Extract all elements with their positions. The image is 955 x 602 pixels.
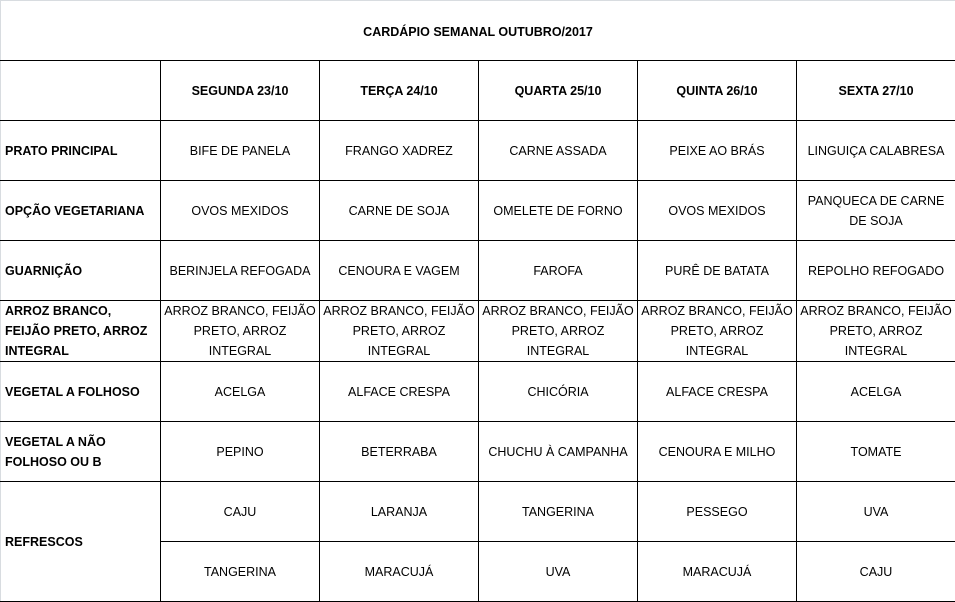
menu-cell: UVA	[479, 542, 638, 602]
menu-cell: ARROZ BRANCO, FEIJÃO PRETO, ARROZ INTEGR…	[479, 301, 638, 362]
menu-cell: LARANJA	[320, 482, 479, 542]
menu-cell: TOMATE	[797, 422, 955, 482]
menu-cell: CARNE ASSADA	[479, 121, 638, 181]
menu-cell: PANQUECA DE CARNE DE SOJA	[797, 181, 955, 241]
menu-row: ARROZ BRANCO, FEIJÃO PRETO, ARROZ INTEGR…	[1, 301, 955, 362]
menu-cell: UVA	[797, 482, 955, 542]
menu-cell: FRANGO XADREZ	[320, 121, 479, 181]
menu-cell: ARROZ BRANCO, FEIJÃO PRETO, ARROZ INTEGR…	[320, 301, 479, 362]
menu-cell: OMELETE DE FORNO	[479, 181, 638, 241]
menu-cell: ARROZ BRANCO, FEIJÃO PRETO, ARROZ INTEGR…	[797, 301, 955, 362]
menu-cell: ACELGA	[797, 362, 955, 422]
menu-cell: PURÊ DE BATATA	[638, 241, 797, 301]
menu-cell: PESSEGO	[638, 482, 797, 542]
menu-cell: BERINJELA REFOGADA	[161, 241, 320, 301]
menu-cell: CAJU	[797, 542, 955, 602]
menu-cell: CENOURA E MILHO	[638, 422, 797, 482]
menu-cell: MARACUJÁ	[638, 542, 797, 602]
row-label: OPÇÃO VEGETARIANA	[1, 181, 161, 241]
menu-cell: ALFACE CRESPA	[320, 362, 479, 422]
day-header: QUARTA 25/10	[479, 61, 638, 121]
row-label: REFRESCOS	[1, 482, 161, 602]
menu-cell: REPOLHO REFOGADO	[797, 241, 955, 301]
menu-cell: BIFE DE PANELA	[161, 121, 320, 181]
menu-cell: CHUCHU À CAMPANHA	[479, 422, 638, 482]
menu-cell: CHICÓRIA	[479, 362, 638, 422]
menu-cell: ALFACE CRESPA	[638, 362, 797, 422]
header-row: SEGUNDA 23/10 TERÇA 24/10 QUARTA 25/10 Q…	[1, 61, 955, 121]
menu-cell: ARROZ BRANCO, FEIJÃO PRETO, ARROZ INTEGR…	[161, 301, 320, 362]
day-header: QUINTA 26/10	[638, 61, 797, 121]
row-label: GUARNIÇÃO	[1, 241, 161, 301]
row-label: ARROZ BRANCO, FEIJÃO PRETO, ARROZ INTEGR…	[1, 301, 161, 362]
header-corner	[1, 61, 161, 121]
menu-cell: CENOURA E VAGEM	[320, 241, 479, 301]
menu-cell: ARROZ BRANCO, FEIJÃO PRETO, ARROZ INTEGR…	[638, 301, 797, 362]
day-header: TERÇA 24/10	[320, 61, 479, 121]
menu-cell: PEPINO	[161, 422, 320, 482]
menu-cell: PEIXE AO BRÁS	[638, 121, 797, 181]
menu-cell: OVOS MEXIDOS	[638, 181, 797, 241]
menu-cell: BETERRABA	[320, 422, 479, 482]
row-label: VEGETAL A FOLHOSO	[1, 362, 161, 422]
menu-cell: LINGUIÇA CALABRESA	[797, 121, 955, 181]
menu-cell: ACELGA	[161, 362, 320, 422]
row-label: PRATO PRINCIPAL	[1, 121, 161, 181]
menu-cell: TANGERINA	[479, 482, 638, 542]
day-header: SEGUNDA 23/10	[161, 61, 320, 121]
menu-cell: CAJU	[161, 482, 320, 542]
menu-cell: MARACUJÁ	[320, 542, 479, 602]
menu-cell: FAROFA	[479, 241, 638, 301]
menu-title: CARDÁPIO SEMANAL OUTUBRO/2017	[1, 1, 955, 61]
row-label: VEGETAL A NÃO FOLHOSO OU B	[1, 422, 161, 482]
menu-cell: CARNE DE SOJA	[320, 181, 479, 241]
day-header: SEXTA 27/10	[797, 61, 955, 121]
menu-cell: OVOS MEXIDOS	[161, 181, 320, 241]
menu-cell: TANGERINA	[161, 542, 320, 602]
